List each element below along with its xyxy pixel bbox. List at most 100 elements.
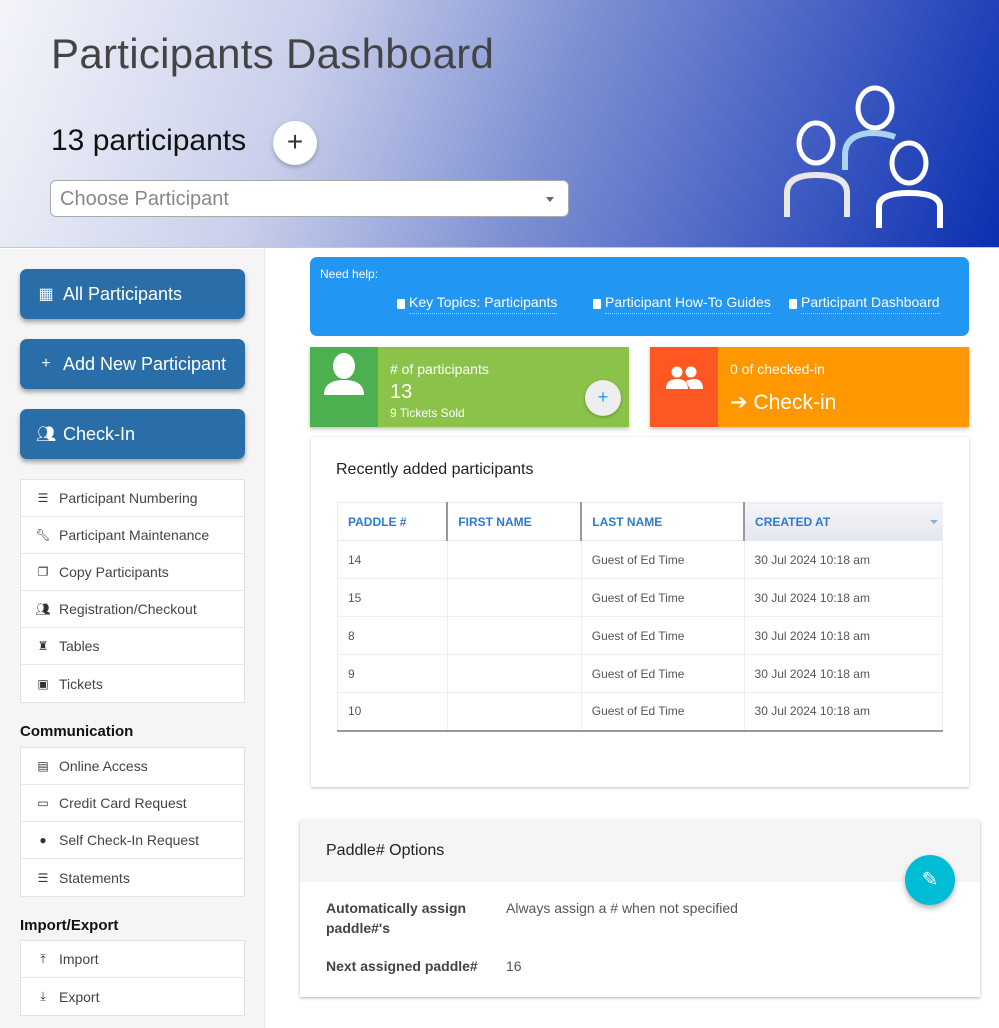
tickets-sold: 9 Tickets Sold — [390, 406, 465, 420]
item-label: Registration/Checkout — [59, 601, 197, 617]
item-label: Statements — [59, 869, 130, 886]
column-header-last-name[interactable]: LAST NAME — [580, 502, 745, 541]
item-label: Tables — [59, 638, 100, 654]
check-in-button[interactable]: 👥︎ Check-In — [20, 409, 245, 459]
card-label: 0 of checked-in — [730, 361, 825, 377]
participants-card: # of participants 13 9 Tickets Sold + — [310, 347, 629, 427]
chair-icon: ♜ — [37, 639, 49, 653]
table-row[interactable]: 9 Guest of Ed Time 30 Jul 2024 10:18 am — [337, 654, 944, 693]
add-new-participant-button[interactable]: + Add New Participant — [20, 339, 245, 389]
link-label: Participant Dashboard — [801, 294, 940, 314]
sidebar-item-credit-card-request[interactable]: ▭ Credit Card Request — [21, 785, 244, 822]
card-label: # of participants — [390, 361, 489, 377]
sidebar-item-copy-participants[interactable]: ❐ Copy Participants — [21, 554, 244, 591]
column-header-first-name[interactable]: FIRST NAME — [446, 502, 582, 541]
communication-heading: Communication — [20, 723, 134, 740]
sidebar-item-export[interactable]: ⤓ Export — [21, 978, 244, 1015]
add-participant-button[interactable]: + — [273, 121, 317, 165]
card-value: 13 — [390, 381, 413, 403]
plus-icon: + — [597, 387, 609, 407]
sidebar-item-statements[interactable]: ☰ Statements — [21, 859, 244, 896]
table-row[interactable]: 14 Guest of Ed Time 30 Jul 2024 10:18 am — [337, 540, 944, 579]
people-icon: 👥︎ — [35, 602, 51, 616]
table-cell — [446, 692, 582, 732]
item-label: Copy Participants — [59, 564, 169, 580]
table-row[interactable]: 15 Guest of Ed Time 30 Jul 2024 10:18 am — [337, 578, 944, 617]
list-icon: ☰ — [37, 870, 49, 885]
panel-title: Paddle# Options — [300, 820, 980, 882]
sidebar-item-import[interactable]: ⤒ Import — [21, 941, 244, 978]
sidebar-item-self-check-in-request[interactable]: ● Self Check-In Request — [21, 822, 244, 859]
table-cell — [446, 654, 582, 693]
import-export-heading: Import/Export — [20, 917, 119, 934]
upload-icon: ⤒ — [40, 951, 46, 966]
all-participants-button[interactable]: ▦ All Participants — [20, 269, 245, 319]
check-in-link[interactable]: ➔ Check-in — [730, 391, 837, 414]
person-icon: ● — [39, 833, 47, 847]
help-banner: Need help: Key Topics: Participants Part… — [310, 257, 969, 336]
paddle-options-panel: Paddle# Options Automatically assign pad… — [300, 820, 980, 997]
link-label: Key Topics: Participants — [409, 294, 558, 314]
sidebar-item-registration-checkout[interactable]: 👥︎ Registration/Checkout — [21, 591, 244, 628]
help-link-how-to-guides[interactable]: Participant How-To Guides — [593, 294, 771, 314]
plus-icon: + — [286, 126, 304, 157]
table-cell: 30 Jul 2024 10:18 am — [743, 540, 944, 579]
page-title: Participants Dashboard — [51, 30, 495, 77]
recent-participants-table: PADDLE # FIRST NAME LAST NAME CREATED AT… — [337, 502, 944, 732]
sidebar-item-tickets[interactable]: ▣ Tickets — [21, 665, 244, 702]
sort-desc-icon — [929, 520, 938, 524]
sidebar-item-participant-maintenance[interactable]: 🔧︎ Participant Maintenance — [21, 517, 244, 554]
sidebar-item-tables[interactable]: ♜ Tables — [21, 628, 244, 665]
table-cell: 10 — [337, 692, 448, 732]
table-cell — [446, 540, 582, 579]
item-label: Participant Maintenance — [59, 527, 210, 543]
table-row[interactable]: 8 Guest of Ed Time 30 Jul 2024 10:18 am — [337, 616, 944, 655]
button-label: Add New Participant — [63, 353, 227, 374]
sidebar-item-online-access[interactable]: ▤ Online Access — [21, 748, 244, 785]
tools-list: ☰ Participant Numbering 🔧︎ Participant Mai… — [20, 479, 245, 703]
item-label: Self Check-In Request — [59, 832, 200, 848]
item-label: Online Access — [59, 758, 148, 774]
chevron-down-icon — [546, 197, 554, 202]
recent-participants-panel: Recently added participants PADDLE # FIR… — [311, 437, 969, 787]
table-cell: 9 — [337, 654, 448, 693]
person-icon — [324, 353, 364, 395]
link-label: Participant How-To Guides — [605, 294, 771, 314]
column-header-created-at[interactable]: CREATED AT — [743, 502, 943, 541]
help-link-key-topics[interactable]: Key Topics: Participants — [397, 294, 558, 314]
header-label: CREATED AT — [755, 514, 831, 529]
pencil-icon: ✎ — [921, 869, 939, 891]
card-icon-area — [650, 347, 718, 427]
header: Participants Dashboard 13 participants +… — [0, 0, 999, 248]
select-placeholder: Choose Participant — [60, 188, 229, 210]
column-header-paddle[interactable]: PADDLE # — [337, 502, 448, 541]
auto-assign-value: Always assign a # when not specified — [506, 900, 738, 916]
next-paddle-value: 16 — [506, 958, 522, 974]
sidebar-item-participant-numbering[interactable]: ☰ Participant Numbering — [21, 480, 244, 517]
button-label: All Participants — [63, 283, 183, 304]
table-cell: 30 Jul 2024 10:18 am — [743, 654, 944, 693]
table-row[interactable]: 10 Guest of Ed Time 30 Jul 2024 10:18 am — [337, 692, 944, 732]
table-cell: 14 — [337, 540, 448, 579]
list-numbered-icon: ☰ — [37, 491, 49, 505]
participant-count: 13 participants — [51, 124, 247, 157]
add-participant-card-button[interactable]: + — [585, 380, 621, 416]
ticket-icon: ▣ — [37, 676, 49, 691]
table-cell: Guest of Ed Time — [580, 616, 745, 655]
download-icon: ⤓ — [40, 989, 46, 1003]
card-icon-area — [310, 347, 378, 427]
import-export-list: ⤒ Import ⤓ Export — [20, 940, 245, 1016]
table-cell: 8 — [337, 616, 448, 655]
item-label: Credit Card Request — [59, 795, 187, 811]
choose-participant-select[interactable]: Choose Participant — [50, 180, 569, 217]
table-cell: 30 Jul 2024 10:18 am — [743, 616, 944, 655]
people-icon — [666, 366, 703, 389]
book-icon — [397, 299, 405, 309]
communication-list: ▤ Online Access ▭ Credit Card Request ● Sel… — [20, 747, 245, 897]
people-icon: 👥︎ — [35, 426, 57, 443]
edit-paddle-options-button[interactable]: ✎ — [905, 855, 955, 905]
checkin-card[interactable]: 0 of checked-in ➔ Check-in — [650, 347, 969, 427]
wrench-icon: 🔧︎ — [35, 528, 51, 542]
help-link-participant-dashboard[interactable]: Participant Dashboard — [789, 294, 940, 314]
need-help-label: Need help: — [320, 267, 379, 281]
